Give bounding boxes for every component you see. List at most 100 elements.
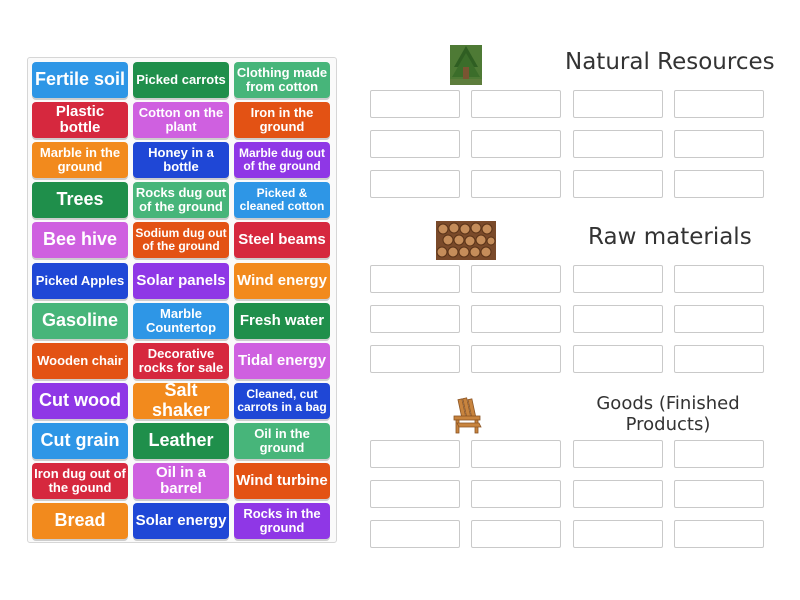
tile-label: Solar panels <box>136 271 226 289</box>
drop-slot-raw-materials[interactable] <box>370 305 460 333</box>
tile-label: Trees <box>56 189 104 210</box>
tile-label: Cleaned, cut carrots in a bag <box>237 386 327 414</box>
tile-cut-wood[interactable]: Cut wood <box>32 383 128 419</box>
tile-rocks-in-the-ground[interactable]: Rocks in the ground <box>234 503 330 539</box>
drop-slot-natural-resources[interactable] <box>370 170 460 198</box>
tile-decorative-rocks-for-sale[interactable]: Decorative rocks for sale <box>133 343 229 379</box>
drop-slot-natural-resources[interactable] <box>471 90 561 118</box>
tile-rocks-dug-out-of-the-ground[interactable]: Rocks dug out of the ground <box>133 182 229 218</box>
tile-marble-countertop[interactable]: Marble Countertop <box>133 303 229 339</box>
drop-slot-raw-materials[interactable] <box>573 305 663 333</box>
tile-label: Fresh water <box>239 311 325 329</box>
tile-fertile-soil[interactable]: Fertile soil <box>32 62 128 98</box>
tile-bee-hive[interactable]: Bee hive <box>32 222 128 258</box>
tile-bread[interactable]: Bread <box>32 503 128 539</box>
tile-cotton-on-the-plant[interactable]: Cotton on the plant <box>133 102 229 138</box>
drop-slot-natural-resources[interactable] <box>674 170 764 198</box>
tile-plastic-bottle[interactable]: Plastic bottle <box>32 102 128 138</box>
tile-label: Honey in a bottle <box>148 144 214 174</box>
drop-slot-natural-resources[interactable] <box>674 130 764 158</box>
drop-slot-goods[interactable] <box>370 440 460 468</box>
tile-label: Decorative rocks for sale <box>138 345 224 375</box>
tile-label: Salt shaker <box>151 380 211 420</box>
tile-iron-dug-out-of-the-gound[interactable]: Iron dug out of the gound <box>32 463 128 499</box>
drop-slot-goods[interactable] <box>370 520 460 548</box>
drop-slot-natural-resources[interactable] <box>573 90 663 118</box>
tile-honey-in-a-bottle[interactable]: Honey in a bottle <box>133 142 229 178</box>
drop-slot-natural-resources[interactable] <box>471 130 561 158</box>
tile-picked-carrots[interactable]: Picked carrots <box>133 62 229 98</box>
tile-label: Iron dug out of the gound <box>34 465 126 495</box>
drop-slot-natural-resources[interactable] <box>471 170 561 198</box>
tile-solar-energy[interactable]: Solar energy <box>133 503 229 539</box>
tile-label: Cut wood <box>39 390 121 411</box>
drop-slot-raw-materials[interactable] <box>573 265 663 293</box>
tile-label: Rocks dug out of the ground <box>135 184 227 214</box>
drop-slot-goods[interactable] <box>573 520 663 548</box>
drop-slot-raw-materials[interactable] <box>370 265 460 293</box>
drop-slot-raw-materials[interactable] <box>471 265 561 293</box>
drop-slot-raw-materials[interactable] <box>674 345 764 373</box>
drop-slot-raw-materials[interactable] <box>674 305 764 333</box>
tile-label: Cut grain <box>40 430 120 451</box>
drop-slot-raw-materials[interactable] <box>573 345 663 373</box>
drop-slot-goods[interactable] <box>471 480 561 508</box>
tile-label: Bee hive <box>42 229 118 250</box>
tile-picked-cleaned-cotton[interactable]: Picked & cleaned cotton <box>234 182 330 218</box>
drop-slot-goods[interactable] <box>674 440 764 468</box>
tile-label: Iron in the ground <box>250 104 314 134</box>
tile-clothing-made-from-cotton[interactable]: Clothing made from cotton <box>234 62 330 98</box>
tile-tidal-energy[interactable]: Tidal energy <box>234 343 330 379</box>
tile-label: Solar energy <box>135 511 227 529</box>
tile-fresh-water[interactable]: Fresh water <box>234 303 330 339</box>
drop-slot-natural-resources[interactable] <box>370 130 460 158</box>
tile-oil-in-a-barrel[interactable]: Oil in a barrel <box>133 463 229 499</box>
drop-slot-natural-resources[interactable] <box>573 130 663 158</box>
tile-label: Sodium dug out of the ground <box>135 225 227 253</box>
tile-wooden-chair[interactable]: Wooden chair <box>32 343 128 379</box>
drop-slot-raw-materials[interactable] <box>471 305 561 333</box>
drop-slot-goods[interactable] <box>674 480 764 508</box>
drop-slot-goods[interactable] <box>471 520 561 548</box>
drop-slot-natural-resources[interactable] <box>674 90 764 118</box>
log-pile-photo-icon <box>436 221 496 265</box>
drop-slot-goods[interactable] <box>471 440 561 468</box>
tile-label: Fertile soil <box>34 69 126 90</box>
tile-label: Leather <box>148 430 214 451</box>
tile-leather[interactable]: Leather <box>133 423 229 459</box>
tile-steel-beams[interactable]: Steel beams <box>234 222 330 258</box>
tile-label: Wind turbine <box>236 471 328 489</box>
category-title-natural-resources: Natural Resources <box>565 49 775 75</box>
tile-wind-turbine[interactable]: Wind turbine <box>234 463 330 499</box>
tile-wind-energy[interactable]: Wind energy <box>234 263 330 299</box>
drop-slot-goods[interactable] <box>573 480 663 508</box>
tile-marble-dug-out-of-the-ground[interactable]: Marble dug out of the ground <box>234 142 330 178</box>
drop-slot-goods[interactable] <box>674 520 764 548</box>
category-title-raw-materials: Raw materials <box>588 224 752 250</box>
tile-label: Wooden chair <box>37 352 123 368</box>
tile-cleaned-cut-carrots-in-a-bag[interactable]: Cleaned, cut carrots in a bag <box>234 383 330 419</box>
tile-label: Marble Countertop <box>145 305 217 335</box>
tile-sodium-dug-out-of-the-ground[interactable]: Sodium dug out of the ground <box>133 222 229 258</box>
tile-label: Picked carrots <box>136 71 226 87</box>
tile-label: Gasoline <box>41 310 119 331</box>
tile-cut-grain[interactable]: Cut grain <box>32 423 128 459</box>
drop-slot-goods[interactable] <box>370 480 460 508</box>
drop-slot-raw-materials[interactable] <box>471 345 561 373</box>
tile-label: Rocks in the ground <box>243 505 321 535</box>
tile-picked-apples[interactable]: Picked Apples <box>32 263 128 299</box>
tile-iron-in-the-ground[interactable]: Iron in the ground <box>234 102 330 138</box>
drop-slot-natural-resources[interactable] <box>370 90 460 118</box>
drop-slot-goods[interactable] <box>573 440 663 468</box>
drop-slot-raw-materials[interactable] <box>370 345 460 373</box>
tile-salt-shaker[interactable]: Salt shaker <box>133 380 229 420</box>
tile-label: Tidal energy <box>237 351 327 369</box>
tile-gasoline[interactable]: Gasoline <box>32 303 128 339</box>
tile-oil-in-the-ground[interactable]: Oil in the ground <box>234 423 330 459</box>
tile-solar-panels[interactable]: Solar panels <box>133 263 229 299</box>
tile-trees[interactable]: Trees <box>32 182 128 218</box>
tile-marble-in-the-ground[interactable]: Marble in the ground <box>32 142 128 178</box>
tile-label: Oil in the ground <box>254 425 310 455</box>
drop-slot-raw-materials[interactable] <box>674 265 764 293</box>
drop-slot-natural-resources[interactable] <box>573 170 663 198</box>
